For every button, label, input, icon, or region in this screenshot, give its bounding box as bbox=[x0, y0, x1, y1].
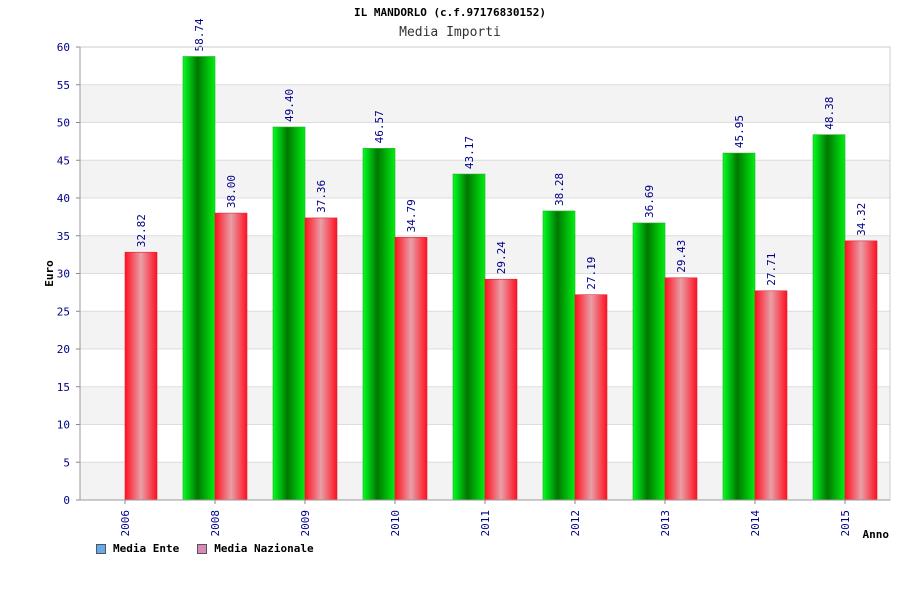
y-tick-label: 45 bbox=[57, 154, 70, 167]
bar-media-nazionale bbox=[844, 240, 878, 501]
x-tick-label: 2009 bbox=[299, 510, 312, 537]
data-label: 27.71 bbox=[765, 253, 778, 286]
bar-media-ente bbox=[452, 173, 486, 501]
y-tick-label: 20 bbox=[57, 343, 70, 356]
y-tick-label: 40 bbox=[57, 192, 70, 205]
legend-swatch-ente bbox=[96, 543, 106, 554]
x-tick-label: 2013 bbox=[659, 510, 672, 537]
bar-media-ente bbox=[542, 210, 576, 501]
y-tick-label: 30 bbox=[57, 268, 70, 281]
data-label: 27.19 bbox=[585, 257, 598, 290]
x-tick-label: 2012 bbox=[569, 510, 582, 537]
data-label: 32.82 bbox=[135, 214, 148, 247]
bar-media-ente bbox=[722, 152, 756, 501]
data-label: 46.57 bbox=[373, 110, 386, 143]
y-tick-label: 0 bbox=[63, 494, 70, 507]
legend-item-nazionale: Media Nazionale bbox=[197, 542, 314, 555]
data-label: 38.28 bbox=[553, 173, 566, 206]
bar-media-nazionale bbox=[754, 290, 788, 501]
data-label: 29.43 bbox=[675, 240, 688, 273]
chart-title: IL MANDORLO (c.f.97176830152) bbox=[353, 6, 547, 19]
legend-label-nazionale: Media Nazionale bbox=[214, 542, 314, 555]
data-label: 43.17 bbox=[463, 136, 476, 169]
y-tick-label: 15 bbox=[57, 381, 70, 394]
x-tick-label: 2006 bbox=[119, 510, 132, 537]
bar-media-nazionale bbox=[664, 277, 698, 501]
data-label: 34.32 bbox=[855, 203, 868, 236]
chart-subtitle: Media Importi bbox=[399, 25, 501, 40]
y-tick-label: 10 bbox=[57, 419, 70, 432]
data-label: 34.79 bbox=[405, 199, 418, 232]
bar-media-ente bbox=[362, 148, 396, 501]
bar-media-ente bbox=[272, 126, 306, 501]
x-tick-label: 2011 bbox=[479, 510, 492, 537]
y-tick-label: 35 bbox=[57, 230, 70, 243]
y-tick-label: 55 bbox=[57, 79, 70, 92]
x-tick-label: 2015 bbox=[839, 510, 852, 537]
bar-media-nazionale bbox=[304, 217, 338, 501]
data-label: 29.24 bbox=[495, 241, 508, 274]
legend-item-ente: Media Ente bbox=[96, 542, 179, 555]
data-label: 37.36 bbox=[315, 180, 328, 213]
data-label: 38.00 bbox=[225, 175, 238, 208]
bar-media-ente bbox=[632, 222, 666, 501]
data-label: 45.95 bbox=[733, 115, 746, 148]
y-tick-label: 50 bbox=[57, 117, 70, 130]
data-label: 48.38 bbox=[823, 97, 836, 130]
bar-media-nazionale bbox=[574, 294, 608, 501]
y-tick-label: 5 bbox=[63, 456, 70, 469]
y-axis-label: Euro bbox=[43, 260, 56, 287]
legend: Media Ente Media Nazionale bbox=[96, 542, 314, 555]
legend-swatch-nazionale bbox=[197, 543, 208, 554]
y-tick-label: 25 bbox=[57, 305, 70, 318]
x-axis-label: Anno bbox=[863, 528, 890, 541]
data-label: 36.69 bbox=[643, 185, 656, 218]
bar-media-nazionale bbox=[124, 251, 158, 501]
legend-label-ente: Media Ente bbox=[113, 542, 180, 555]
x-tick-label: 2010 bbox=[389, 510, 402, 537]
x-tick-label: 2014 bbox=[749, 510, 762, 537]
data-label: 49.40 bbox=[283, 89, 296, 122]
bar-media-nazionale bbox=[484, 278, 518, 501]
bar-media-nazionale bbox=[214, 212, 248, 501]
bar-media-nazionale bbox=[394, 237, 428, 501]
data-label: 58.74 bbox=[193, 18, 206, 51]
bar-media-ente bbox=[182, 56, 216, 501]
y-tick-label: 60 bbox=[57, 41, 70, 54]
x-tick-label: 2008 bbox=[209, 510, 222, 537]
bar-media-ente bbox=[812, 134, 846, 501]
